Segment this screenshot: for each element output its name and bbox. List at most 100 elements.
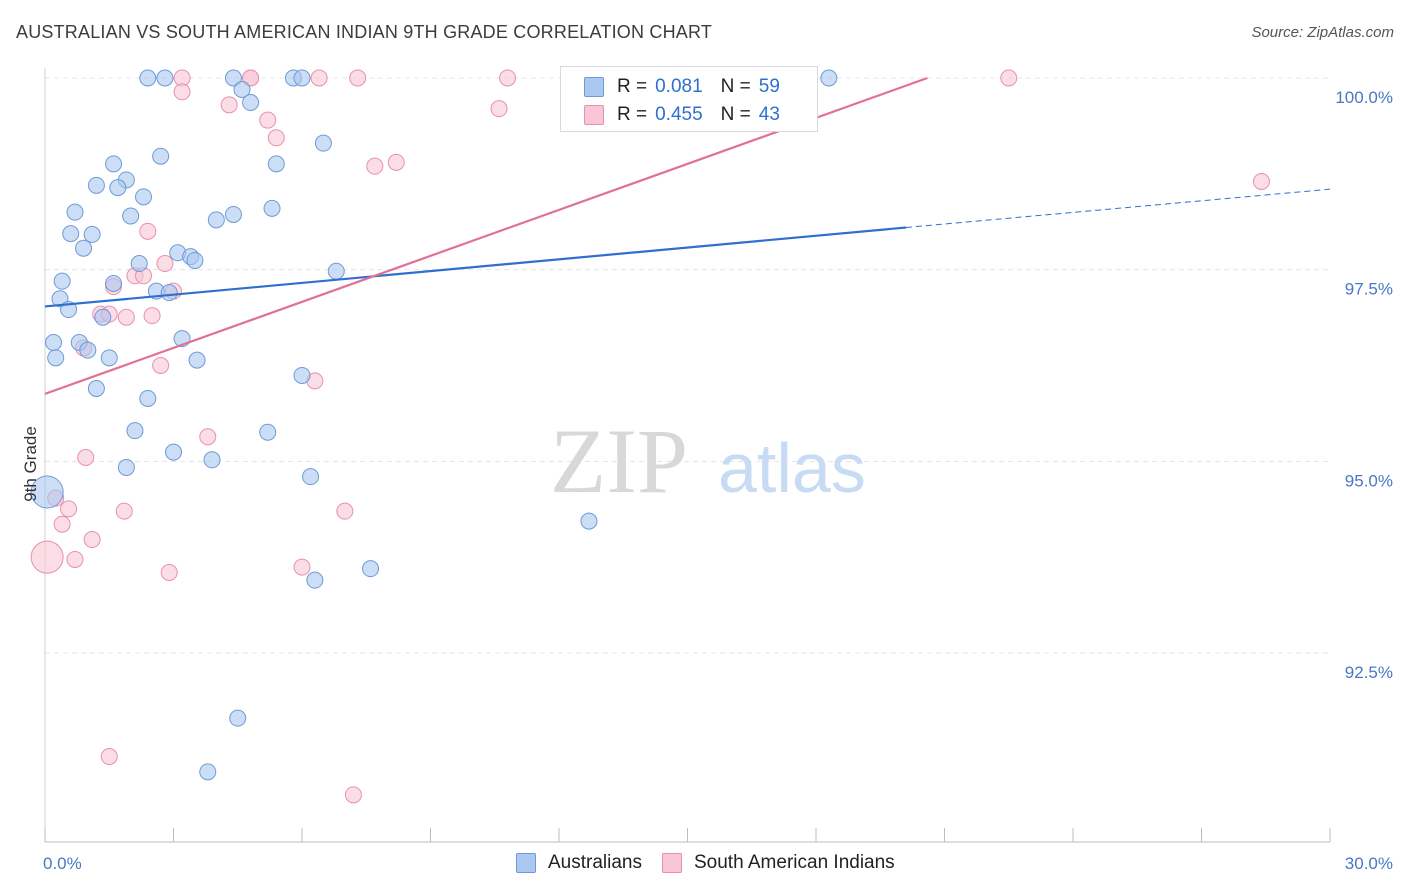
legend-label-australians: Australians: [548, 852, 642, 873]
data-point-south-american-indians: [220, 96, 238, 114]
data-point-australians: [83, 225, 101, 243]
data-point-australians: [160, 284, 178, 302]
data-point-australians: [233, 81, 251, 98]
data-point-south-american-indians: [160, 564, 178, 581]
trend-extension-australians: [905, 188, 1331, 228]
data-point-south-american-indians: [344, 786, 362, 804]
legend-item-south-american-indians: South American Indians: [662, 852, 895, 874]
data-point-south-american-indians: [490, 100, 508, 118]
data-point-south-american-indians: [117, 308, 135, 326]
data-point-australians: [79, 341, 97, 359]
tick-labels: 92.5% 95.0% 97.5% 100.0% 0.0% 30.0%: [43, 88, 1393, 873]
data-point-australians: [122, 207, 140, 225]
data-point-australians: [224, 69, 242, 87]
data-point-australians: [224, 205, 242, 223]
watermark-atlas: atlas: [718, 429, 866, 507]
data-point-south-american-indians: [310, 69, 328, 87]
series-legend: Australians South American Indians: [516, 852, 915, 874]
data-point-australians: [62, 225, 80, 243]
data-point-australians: [314, 134, 332, 152]
data-point-australians: [259, 423, 277, 441]
data-point-australians: [186, 251, 204, 269]
data-point-australians: [199, 763, 217, 781]
data-point-australians: [362, 560, 380, 578]
source-label: Source: ZipAtlas.com: [1251, 24, 1394, 41]
data-point-australians: [126, 422, 144, 440]
y-tick-label: 92.5%: [1345, 663, 1393, 682]
x-tick-label: 30.0%: [1345, 854, 1393, 873]
legend-swatch-south-american-indians: [662, 853, 682, 873]
data-point-south-american-indians: [499, 69, 517, 87]
data-point-south-american-indians: [143, 307, 161, 325]
data-point-south-american-indians: [66, 550, 84, 568]
legend-row-australians: R = 0.081 N = 59: [584, 73, 780, 101]
chart-title: AUSTRALIAN VS SOUTH AMERICAN INDIAN 9TH …: [16, 22, 713, 42]
data-point-south-american-indians: [267, 129, 285, 147]
data-point-australians: [139, 389, 157, 407]
data-point-south-american-indians: [60, 500, 78, 518]
data-point-australians: [306, 571, 324, 589]
legend-item-australians: Australians: [516, 852, 642, 874]
data-point-australians: [139, 69, 157, 87]
data-point-australians: [130, 255, 148, 273]
data-point-australians: [580, 512, 598, 530]
watermark: ZIP atlas: [550, 410, 866, 512]
data-point-south-american-indians: [366, 157, 384, 175]
legend-swatch-australians: [516, 853, 536, 873]
data-point-australians: [203, 451, 221, 469]
data-point-australians: [207, 211, 225, 229]
data-point-australians: [188, 351, 206, 369]
data-point-australians: [165, 443, 182, 461]
data-point-australians: [242, 94, 260, 112]
legend-n-value: 59: [758, 76, 780, 97]
data-point-south-american-indians: [152, 357, 170, 374]
data-point-australians: [94, 308, 112, 326]
data-point-south-american-indians: [293, 558, 311, 576]
y-tick-label: 97.5%: [1345, 280, 1393, 299]
legend-n-label: N =: [720, 104, 751, 125]
data-point-south-american-indians: [173, 83, 191, 101]
data-point-australians: [87, 176, 105, 194]
data-point-south-american-indians: [336, 502, 354, 520]
data-point-australians: [229, 709, 247, 727]
data-point-south-american-indians: [242, 69, 260, 87]
data-point-australians: [293, 366, 311, 384]
legend-swatch-blue: [584, 77, 604, 97]
data-point-south-american-indians: [53, 515, 71, 533]
data-point-south-american-indians: [115, 502, 133, 520]
data-point-australians: [66, 203, 84, 221]
legend-n-value: 43: [758, 104, 780, 125]
y-tick-label: 100.0%: [1335, 88, 1393, 107]
data-point-australians: [109, 179, 127, 197]
legend-r-label: R =: [617, 76, 648, 97]
data-point-australians: [302, 468, 320, 486]
data-point-australians: [75, 239, 93, 257]
data-point-south-american-indians: [387, 153, 405, 171]
axes: [44, 68, 1331, 843]
legend-n-label: N =: [720, 76, 751, 97]
watermark-zip: ZIP: [550, 410, 688, 512]
data-point-south-american-indians: [1000, 69, 1018, 87]
legend-r-label: R =: [617, 104, 648, 125]
data-point-south-american-indians: [77, 449, 95, 466]
data-point-south-american-indians: [156, 255, 174, 273]
data-point-australians: [100, 349, 118, 367]
data-point-australians: [53, 272, 71, 290]
data-point-south-american-indians: [100, 748, 118, 765]
data-point-south-american-indians: [30, 540, 64, 574]
series-south-american-indians: [30, 69, 1270, 804]
x-tick-label: 0.0%: [43, 854, 82, 873]
data-point-australians: [267, 155, 285, 173]
legend-r-value: 0.081: [655, 76, 703, 97]
legend-row-south-american-indians: R = 0.455 N = 43: [584, 101, 780, 129]
data-point-australians: [156, 69, 174, 87]
data-point-australians: [47, 349, 65, 367]
data-point-australians: [263, 199, 281, 217]
data-point-south-american-indians: [1252, 173, 1270, 190]
data-point-australians: [117, 458, 135, 476]
data-point-australians: [327, 262, 345, 280]
legend-r-value: 0.455: [655, 104, 703, 125]
data-point-australians: [293, 69, 311, 87]
data-point-australians: [152, 147, 170, 165]
